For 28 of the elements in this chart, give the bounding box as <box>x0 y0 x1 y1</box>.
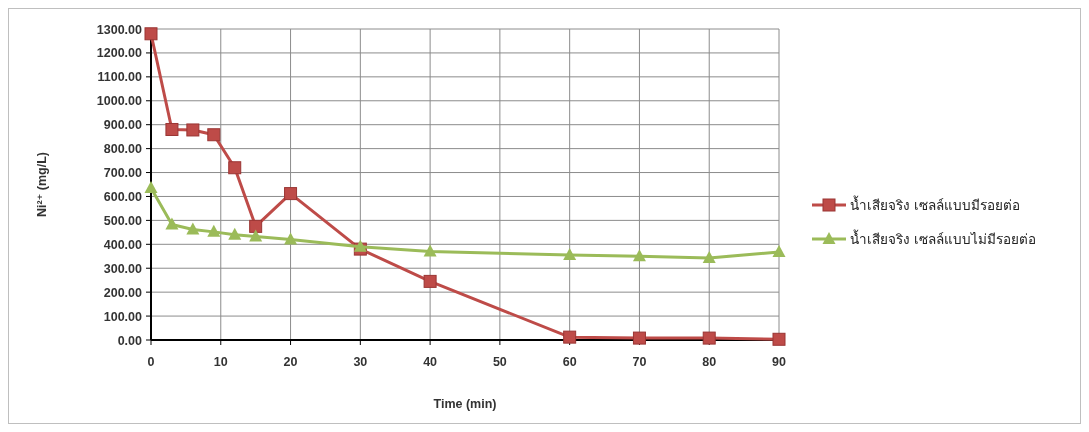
x-tick-label: 50 <box>492 355 507 369</box>
x-tick-label: 30 <box>353 355 368 369</box>
y-tick-label: 900.00 <box>103 118 143 133</box>
x-axis-title: Time (min) <box>433 397 497 411</box>
y-axis-title: Ni²⁺ (mg/L) <box>35 152 49 217</box>
y-tick-label: 600.00 <box>103 189 143 204</box>
y-tick-label: 1300.00 <box>96 22 143 37</box>
x-tick-label: 80 <box>702 355 717 369</box>
y-tick-label: 500.00 <box>103 213 143 228</box>
x-tick-label: 10 <box>213 355 228 369</box>
x-tick-label: 0 <box>147 355 155 369</box>
y-tick-label: 400.00 <box>103 237 143 252</box>
x-tick-label: 90 <box>772 355 786 369</box>
y-tick-label: 100.00 <box>103 309 143 324</box>
x-tick-label: 40 <box>423 355 438 369</box>
y-tick-label: 1000.00 <box>96 94 143 109</box>
x-tick-label: 20 <box>283 355 298 369</box>
legend-label: น้ำเสียจริง เซลล์แบบไม่มีรอยต่อ <box>850 229 1036 247</box>
y-tick-label: 1100.00 <box>97 70 143 85</box>
y-tick-label: 0.00 <box>117 333 143 348</box>
y-tick-label: 700.00 <box>103 166 143 181</box>
x-tick-label: 60 <box>562 355 577 369</box>
y-tick-label: 800.00 <box>103 142 143 157</box>
y-tick-label: 1200.00 <box>96 46 143 61</box>
y-tick-label: 200.00 <box>103 285 143 300</box>
y-tick-label: 300.00 <box>103 261 143 276</box>
legend-label: น้ำเสียจริง เซลล์แบบมีรอยต่อ <box>850 195 1020 213</box>
x-tick-label: 70 <box>632 355 647 369</box>
